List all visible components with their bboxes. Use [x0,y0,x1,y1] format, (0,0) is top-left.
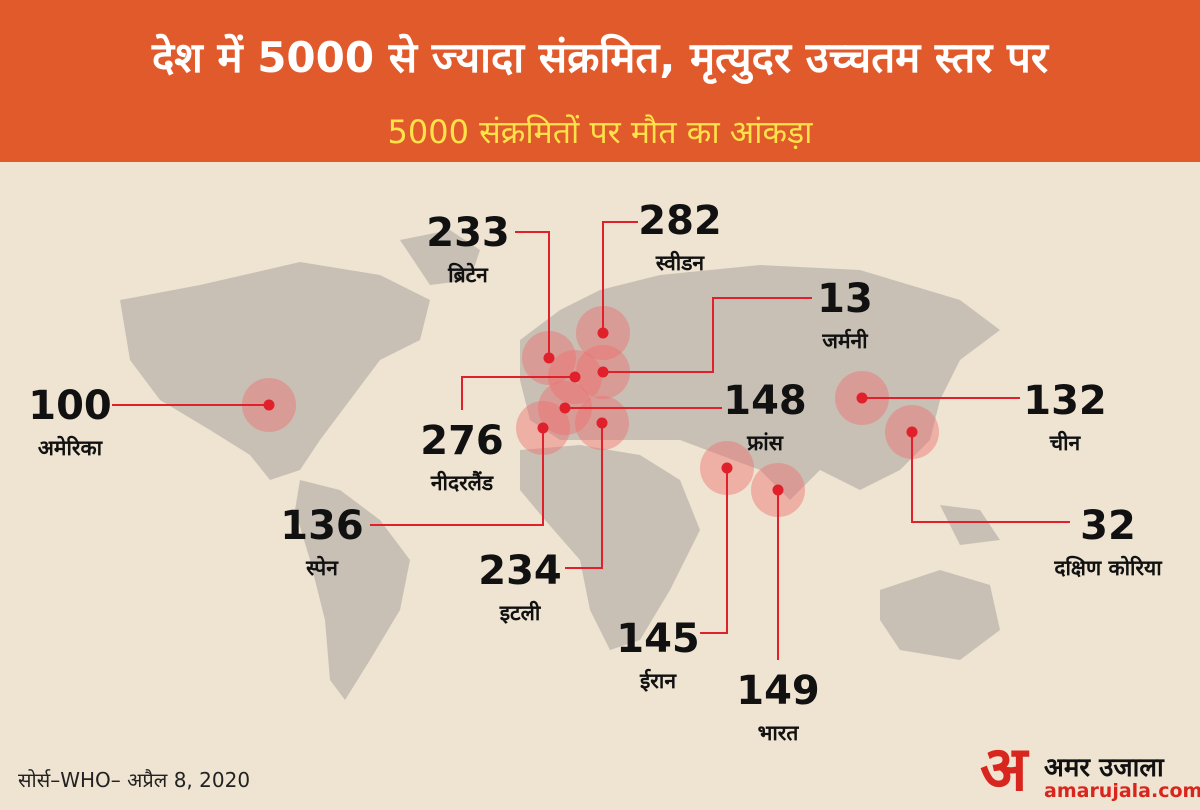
country-name: स्वीडन [655,250,706,275]
marker-dot [569,371,581,383]
country-name: जर्मनी [821,328,869,353]
country-value: 132 [1023,378,1107,424]
country-value: 282 [638,198,722,244]
country-name: इटली [499,600,542,625]
country-value: 234 [478,548,562,594]
leader-line [911,432,1070,523]
world-map [120,230,1000,700]
country-name: ईरान [639,668,677,693]
leader-line [461,376,575,410]
leader-line [370,428,544,526]
marker-dot [263,399,275,411]
country-value: 100 [28,383,112,429]
country-name: नीदरलैंड [430,470,494,495]
logo-name: अमर उजाला [1044,753,1164,783]
country-value: 32 [1080,503,1136,549]
country-value: 233 [426,210,510,256]
country-name: ब्रिटेन [447,262,489,287]
marker-dot [856,392,868,404]
logo-url: amarujala.com [1044,780,1200,802]
country-value: 145 [616,616,700,662]
country-name: फ्रांस [746,431,784,455]
country-name: दक्षिण कोरिया [1053,555,1163,580]
leader-line [603,297,812,373]
country-value: 136 [280,503,364,549]
marker-dot [721,462,733,474]
title: देश में 5000 से ज्यादा संक्रमित, मृत्युद… [151,33,1049,82]
country-value: 148 [723,378,807,424]
marker-dot [537,422,549,434]
country-value: 276 [420,418,504,464]
leader-line [565,423,603,569]
marker-dot [543,352,555,364]
leader-line [515,231,550,358]
country-name: अमेरिका [38,435,104,460]
country-name: चीन [1049,430,1082,455]
country-value: 13 [817,276,873,322]
header [0,0,1200,162]
leader-line [700,468,728,634]
leader-line [602,221,638,333]
marker-dot [559,402,571,414]
country-value: 149 [736,668,820,714]
marker-dot [597,366,609,378]
marker-dot [906,426,918,438]
marker-dot [596,417,608,429]
source: सोर्स–WHO– अप्रैल 8, 2020 [18,768,251,792]
logo-mark: अ [980,732,1028,805]
marker-dot [772,484,784,496]
country-name: स्पेन [305,555,339,580]
marker-dot [597,327,609,339]
subtitle: 5000 संक्रमितों पर मौत का आंकड़ा [387,113,813,151]
country-name: भारत [758,721,800,745]
